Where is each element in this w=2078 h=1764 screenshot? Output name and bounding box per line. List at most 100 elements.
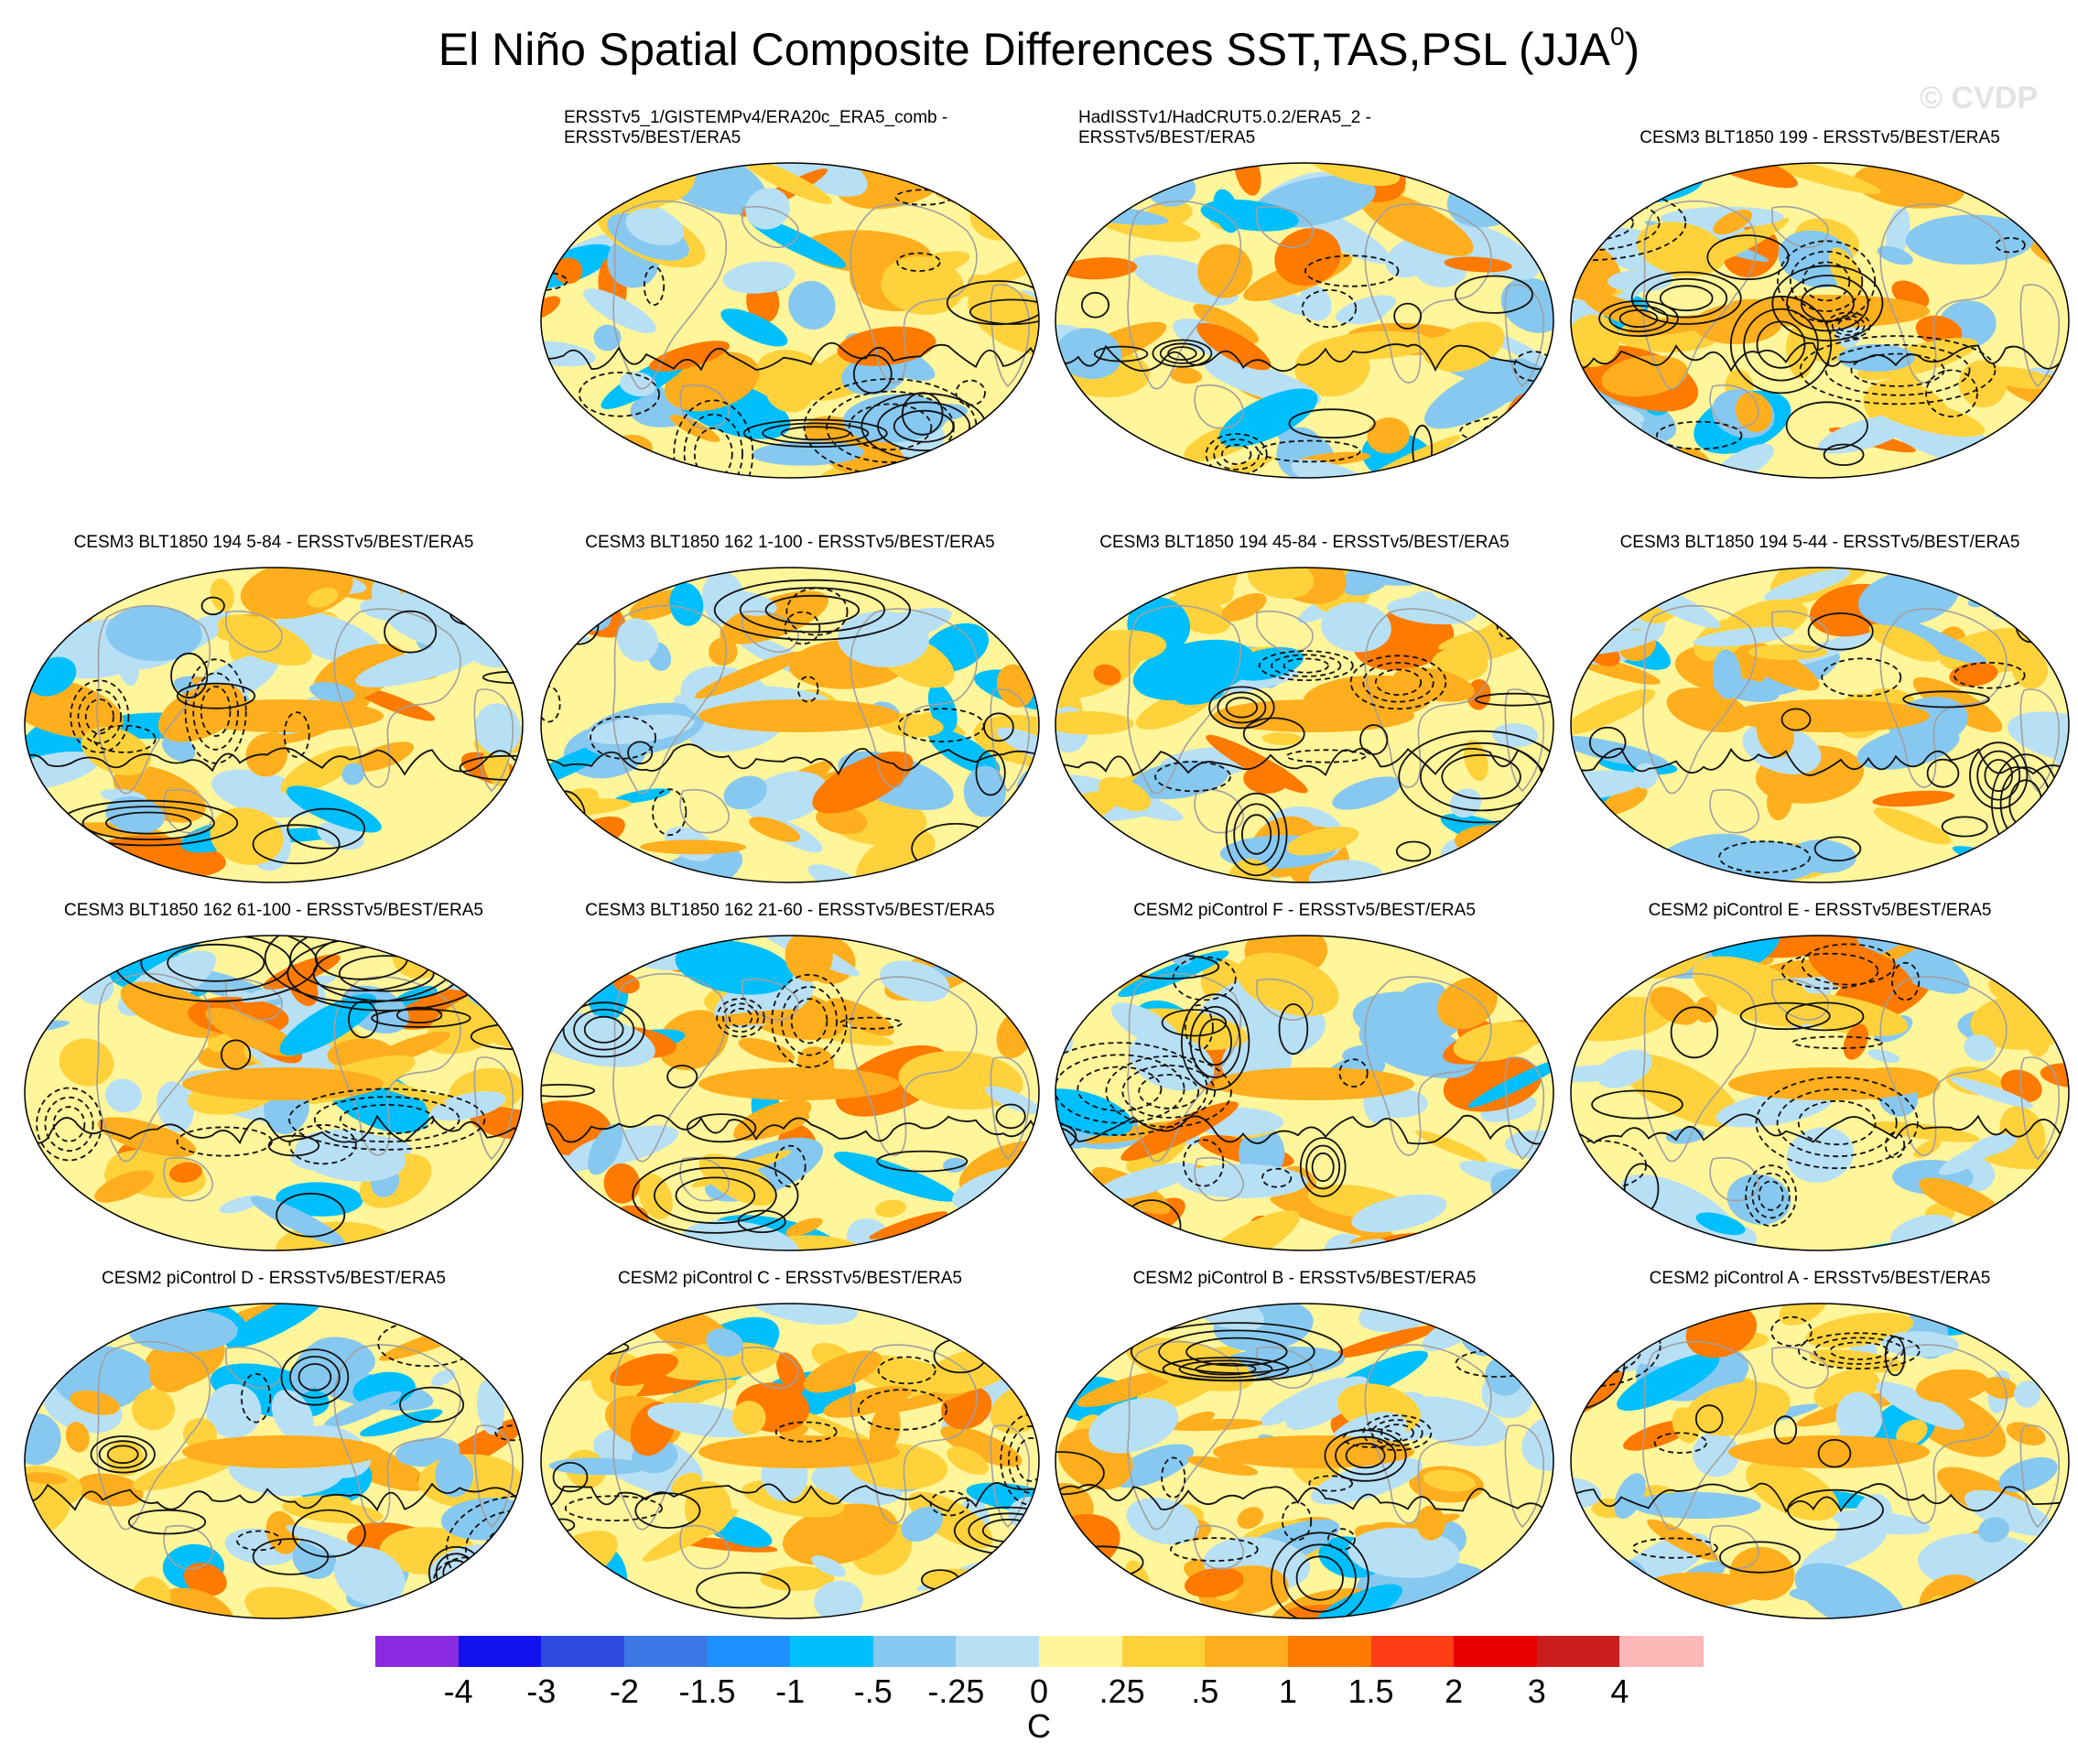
anomaly-region [1091,568,1142,597]
anomaly-region [1631,1491,1761,1520]
psl-contour-positive [1055,747,1553,777]
anomaly-region [1693,626,1795,647]
anomaly-region [2048,1529,2069,1566]
anomaly-region [1358,1020,1476,1078]
anomaly-region [1571,688,1656,735]
anomaly-region [1261,732,1304,746]
panel-title: CESM3 BLT1850 194 5-44 - ERSSTv5/BEST/ER… [1619,533,2020,552]
anomaly-region [1758,163,1881,194]
coastline [741,205,799,249]
map-panel: CESM2 piControl C - ERSSTv5/BEST/ERA5 [531,1249,1049,1631]
anomaly-region [355,644,484,687]
psl-contour-positive [1178,1359,1273,1379]
anomaly-region [1998,1456,2058,1493]
anomaly-region [709,637,738,666]
panel-title: CESM2 piControl B - ERSSTv5/BEST/ERA5 [1132,1269,1477,1288]
psl-contour-positive [653,1166,777,1225]
coastline [850,976,978,1156]
coastline [1127,604,1241,795]
coastline [1642,1340,1757,1531]
psl-contour-positive [25,1114,523,1145]
robinson-map [1055,935,1554,1251]
robinson-map [1055,1303,1554,1619]
colorbar-swatch [1454,1636,1538,1667]
psl-contour-negative [1220,443,1252,465]
colorbar-tick-label: 3 [1527,1672,1546,1710]
psl-contour-positive [1902,690,1990,709]
psl-contour-negative [1055,614,1079,644]
psl-contour-positive [2055,1565,2069,1600]
psl-contour-positive [1785,401,1868,450]
anomaly-region [1620,1054,1740,1128]
coastline [1256,1346,1314,1390]
map-panel: CESM3 BLT1850 194 5-84 - ERSSTv5/BEST/ER… [15,513,533,895]
anomaly-region [1571,1477,1602,1510]
map-border [1570,935,2070,1251]
anomaly-region [1055,792,1083,810]
coastline [1194,789,1244,834]
panel-title: CESM2 piControl F - ERSSTv5/BEST/ERA5 [1133,901,1476,920]
anomaly-region [880,960,950,1002]
psl-contour-negative [848,403,933,451]
psl-contour-negative [1884,1131,1906,1159]
psl-contour-negative [1825,311,1871,340]
coastline [225,1346,283,1390]
panel-title: CESM2 piControl C - ERSSTv5/BEST/ERA5 [618,1269,962,1288]
anomaly-region [788,280,836,330]
anomaly-region [1320,601,1391,653]
coastline [612,972,727,1163]
coastline [679,789,730,834]
anomaly-region [1748,644,1828,660]
psl-contour-positive [1441,753,1521,800]
psl-contour-positive [1393,302,1423,330]
anomaly-region [341,763,365,785]
coastline [1127,200,1241,390]
psl-contour-positive [1278,1003,1309,1055]
psl-contour-negative [955,379,986,406]
psl-contour-negative [716,998,765,1038]
anomaly-region [132,1389,176,1431]
map-border [540,162,1040,479]
anomaly-region [947,1446,989,1475]
anomaly-region [1423,1469,1476,1492]
psl-contour-positive [1454,275,1533,314]
anomaly-region [833,1152,958,1202]
anomaly-region [1234,163,1261,196]
anomaly-region [811,1555,847,1577]
anomaly-region [827,998,894,1036]
psl-contour-negative [1790,250,1864,312]
anomaly-region [1889,371,1921,400]
psl-contour-positive [399,1386,465,1423]
anomaly-region [720,308,788,347]
anomaly-region [543,455,620,478]
anomaly-region [638,1173,673,1220]
colorbar-swatch [1536,1636,1620,1667]
psl-contour-negative [494,1424,523,1442]
coastline [1771,978,1829,1022]
psl-contour-positive [1813,836,1862,862]
anomaly-region [25,1412,61,1466]
psl-contour-positive [1167,346,1197,362]
anomaly-region [1110,1002,1181,1049]
psl-contour-negative [1799,335,1997,406]
anomaly-region [1843,1023,1868,1060]
psl-contour-negative [1308,1475,1354,1492]
psl-contour-positive [1195,1362,1257,1376]
psl-contour-positive [1345,1443,1386,1469]
psl-contour-positive [1055,1122,1077,1151]
anomaly-region [1767,780,1792,821]
coastline [1256,978,1314,1022]
psl-contour-negative [1261,1167,1293,1188]
anomaly-region [353,686,436,721]
psl-contour-positive [573,1009,635,1051]
anomaly-region [567,568,640,593]
anomaly-region [1120,1101,1239,1162]
psl-contour-negative [1184,1004,1214,1051]
map-panel: CESM2 piControl E - ERSSTv5/BEST/ERA5 [1561,881,2078,1263]
anomaly-region [225,1304,326,1348]
psl-contour-positive [1152,339,1213,368]
anomaly-region [1596,1049,1652,1088]
coastline [612,200,727,390]
coastline [1194,1525,1244,1570]
psl-contour-positive [2047,1556,2069,1609]
